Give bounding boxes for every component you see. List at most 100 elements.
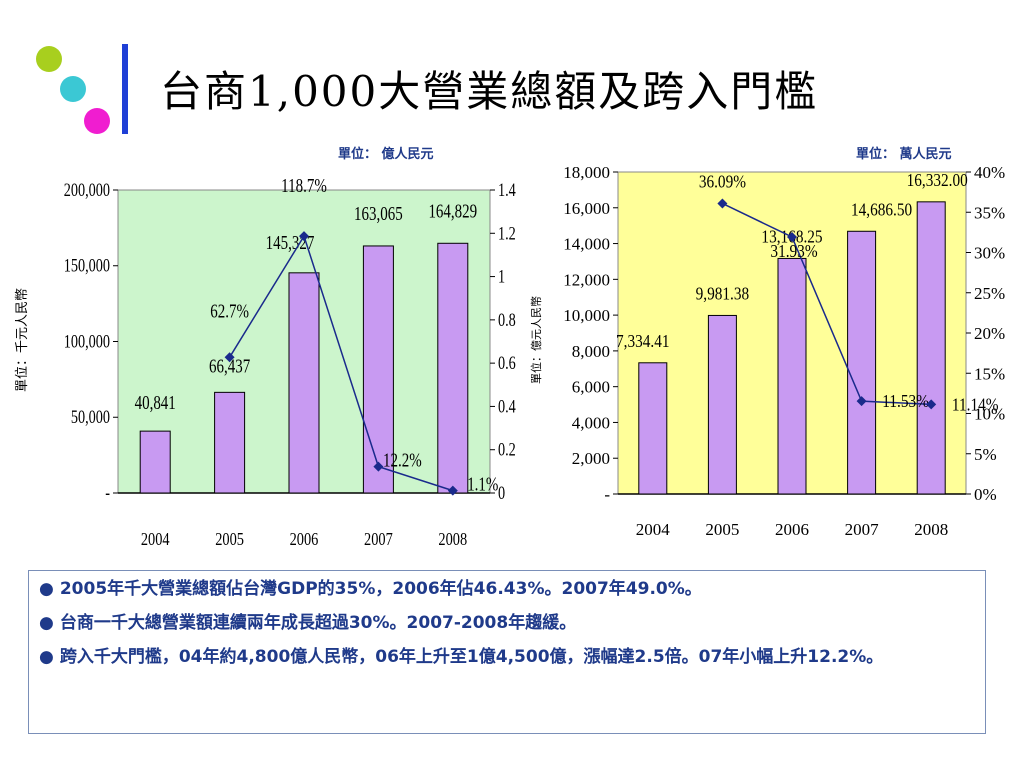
bar-value-label: 163,065 (354, 202, 403, 225)
note-item-2: ● 台商一千大總營業額連續兩年成長超過30%。2007-2008年趨緩。 (39, 611, 975, 635)
growth-value-label: 36.09% (699, 171, 746, 191)
left-tick-label: 16,000 (563, 199, 610, 218)
bullet-icon: ● (39, 579, 54, 599)
left-tick-label: 200,000 (64, 179, 110, 200)
growth-point (447, 485, 458, 496)
right-tick-label: 1.2 (498, 222, 516, 243)
category-label: 2007 (364, 528, 393, 549)
chart-entry-threshold: - 2,000 4,000 6,000 8,000 10,000 12,000 14,000 1… (529, 163, 1005, 539)
note-text-2: 台商一千大總營業額連續兩年成長超過30%。2007-2008年趨緩。 (59, 613, 577, 633)
magenta-dot (84, 108, 110, 134)
growth-point (787, 231, 797, 242)
left-tick-label: 10,000 (563, 306, 610, 325)
growth-line (228, 234, 454, 492)
right-tick-label: 0 (498, 482, 505, 503)
chart1-unit-label: 單位： 億人民元 (338, 147, 434, 162)
right-tick-label: 15% (974, 364, 1005, 383)
bar-value-label: 14,686.50 (851, 199, 912, 219)
left-tick-label: 2,000 (572, 449, 610, 468)
right-tick-label: 35% (974, 203, 1005, 222)
growth-value-label: 31.93% (770, 241, 817, 261)
bar-value-label: 9,981.38 (696, 283, 749, 303)
growth-line (722, 202, 932, 406)
bar (777, 257, 807, 495)
bar (847, 230, 877, 495)
category-label: 2006 (775, 520, 809, 539)
growth-value-label: 118.7% (281, 174, 327, 197)
growth-point (926, 399, 937, 410)
left-tick-label: 12,000 (563, 270, 610, 289)
right-tick-label: 10% (974, 405, 1005, 424)
bar-value-label: 145,327 (266, 231, 315, 254)
bar (638, 362, 668, 495)
right-tick-label: 5% (974, 445, 997, 464)
left-tick-label: 18,000 (563, 163, 610, 182)
left-tick-label: 100,000 (64, 331, 110, 352)
left-tick-label: - (105, 482, 110, 503)
note-text-1: 2005年千大營業總額佔台灣GDP的35%，2006年佔46.43%。2007年… (59, 579, 702, 599)
left-tick-label: 4,000 (572, 413, 610, 432)
bullet-icon: ● (39, 647, 54, 667)
growth-point (224, 352, 235, 363)
left-tick-label: - (604, 485, 610, 504)
growth-value-label: 11.53% (882, 391, 929, 411)
note-text-3: 跨入千大門檻，04年約4,800億人民幣，06年上升至1億4,500億，漲幅達2… (59, 647, 884, 667)
right-tick-label: 1.4 (498, 179, 516, 200)
bar-value-label: 40,841 (135, 391, 176, 414)
chart2-unit-label: 單位： 萬人民元 (856, 147, 952, 162)
y-axis-title: 單位：千元人民幣 (14, 288, 29, 392)
bar (214, 391, 246, 494)
right-tick-label: 30% (974, 244, 1005, 263)
bar-value-label: 7,334.41 (616, 331, 669, 351)
right-tick-label: 40% (974, 163, 1005, 182)
category-label: 2008 (438, 528, 467, 549)
bullet-icon: ● (39, 613, 54, 633)
growth-value-label: 11.14% (952, 394, 999, 414)
category-label: 2004 (636, 520, 671, 539)
category-label: 2008 (914, 520, 948, 539)
left-tick-label: 150,000 (64, 255, 110, 276)
bar (362, 245, 394, 494)
category-label: 2005 (705, 520, 739, 539)
growth-value-label: 1.1% (467, 473, 498, 496)
left-tick-label: 14,000 (563, 235, 610, 254)
growth-value-label: 12.2% (383, 448, 422, 471)
left-tick-label: 6,000 (572, 378, 610, 397)
bar (437, 242, 469, 494)
left-tick-label: 50,000 (71, 406, 110, 427)
bar (707, 314, 737, 495)
bar-value-label: 16,332.00 (907, 170, 968, 190)
growth-point (717, 198, 728, 209)
left-tick-label: 8,000 (572, 342, 610, 361)
note-item-1: ● 2005年千大營業總額佔台灣GDP的35%，2006年佔46.43%。2007… (39, 577, 975, 601)
note-item-3: ● 跨入千大門檻，04年約4,800億人民幣，06年上升至1億4,500億，漲幅達… (39, 645, 975, 669)
category-label: 2005 (215, 528, 244, 549)
growth-point (299, 231, 309, 242)
page-title: 台商1,000大營業總額及跨入門檻 (160, 67, 819, 116)
growth-point (373, 461, 384, 472)
bar (139, 430, 171, 494)
bar-value-label: 66,437 (209, 354, 250, 377)
green-dot (36, 46, 62, 72)
right-tick-label: 25% (974, 284, 1005, 303)
y-axis-title: 單位：億元人民幣 (529, 296, 543, 384)
category-label: 2007 (845, 520, 880, 539)
category-label: 2004 (141, 528, 170, 549)
bar (288, 272, 320, 494)
right-tick-label: 0.2 (498, 439, 516, 460)
growth-value-label: 62.7% (210, 299, 249, 322)
right-tick-label: 0.4 (498, 395, 516, 416)
growth-point (856, 396, 867, 407)
right-tick-label: 0% (974, 485, 997, 504)
right-tick-label: 0.6 (498, 352, 516, 373)
bar (916, 201, 946, 495)
right-tick-label: 20% (974, 324, 1005, 343)
title-accent-bar (122, 44, 128, 134)
right-tick-label: 0.8 (498, 309, 516, 330)
chart-revenue-total: - 50,000 100,000 150,000 200,000 0 0.2 0.4 0.6 0.… (14, 174, 516, 549)
cyan-dot (60, 76, 86, 102)
category-label: 2006 (290, 528, 319, 549)
right-tick-label: 1 (498, 266, 505, 287)
notes-box: ● 2005年千大營業總額佔台灣GDP的35%，2006年佔46.43%。2007… (28, 570, 986, 734)
bar-value-label: 164,829 (428, 199, 477, 222)
